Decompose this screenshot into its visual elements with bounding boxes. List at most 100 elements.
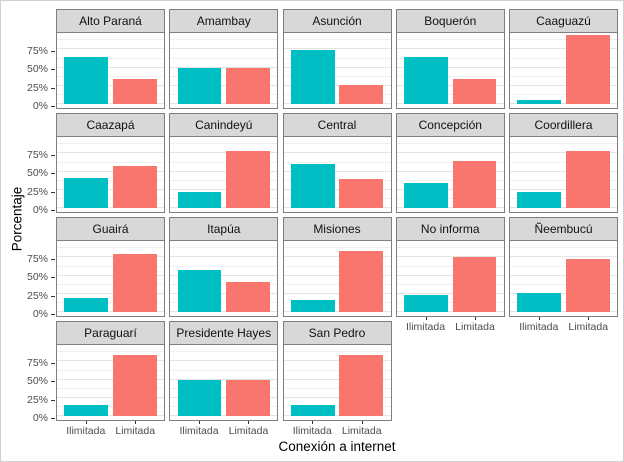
gridline-major	[396, 48, 504, 50]
gridline-minor	[170, 198, 278, 200]
facet-canindeyu: Canindeyú	[169, 113, 279, 213]
facet-panel	[282, 344, 392, 421]
x-axis-title: Conexión a internet	[278, 439, 396, 454]
gridline-minor	[283, 387, 391, 389]
gridline-major	[170, 293, 278, 294]
gridline-minor	[396, 143, 504, 145]
gridline-major	[57, 397, 164, 398]
facet-panel	[169, 240, 279, 317]
gridline-major	[396, 152, 504, 154]
gridline-minor	[510, 198, 617, 200]
gridline-minor	[283, 351, 391, 353]
y-tick-label: 0%	[32, 99, 48, 112]
x-tick-mark	[85, 421, 87, 424]
gridline-major	[170, 378, 278, 380]
gridline-minor	[57, 57, 164, 59]
y-tick-mark	[51, 381, 55, 383]
bar-limitada	[565, 35, 610, 105]
bar-limitada	[226, 151, 270, 209]
y-tick-label: 50%	[26, 63, 48, 76]
facet-panel	[509, 32, 618, 109]
bar-limitada	[226, 281, 270, 313]
gridline-minor	[57, 265, 164, 267]
gridline-minor	[283, 161, 391, 163]
gridline-major	[283, 378, 391, 380]
bar-ilimitada	[64, 177, 109, 209]
bar-ilimitada	[404, 182, 448, 209]
bar-ilimitada	[290, 50, 335, 105]
gridline-minor	[396, 198, 504, 200]
bar-ilimitada	[517, 99, 562, 105]
y-tick-mark	[51, 313, 55, 315]
gridline-minor	[396, 161, 504, 163]
x-tick-mark	[474, 317, 476, 320]
gridline-major	[170, 170, 278, 172]
gridline-major	[170, 85, 278, 86]
gridline-major	[396, 103, 504, 105]
facet-strip-label: Alto Paraná	[56, 9, 165, 33]
gridline-major	[170, 189, 278, 190]
y-tick-mark	[51, 399, 55, 401]
gridline-minor	[283, 143, 391, 145]
y-tick-mark	[51, 209, 55, 211]
gridline-major	[170, 415, 278, 417]
gridline-minor	[57, 39, 164, 41]
y-tick-mark	[51, 295, 55, 297]
facet-panel	[282, 136, 392, 213]
gridline-major	[170, 256, 278, 258]
gridline-major	[170, 207, 278, 209]
x-tick-mark	[538, 317, 540, 320]
gridline-minor	[170, 94, 278, 96]
gridline-minor	[396, 57, 504, 59]
facet-amambay: Amambay	[169, 9, 279, 109]
bar-ilimitada	[290, 299, 335, 313]
bar-limitada	[112, 165, 157, 209]
gridline-major	[283, 360, 391, 362]
gridline-minor	[396, 283, 504, 285]
bar-limitada	[339, 85, 384, 105]
gridline-major	[170, 311, 278, 313]
gridline-major	[283, 85, 391, 86]
gridline-minor	[57, 94, 164, 96]
gridline-major	[396, 274, 504, 276]
gridline-major	[510, 293, 617, 294]
gridline-minor	[283, 179, 391, 181]
gridline-major	[57, 293, 164, 294]
facet-strip-label: Itapúa	[169, 217, 279, 241]
gridline-minor	[57, 406, 164, 408]
gridline-major	[57, 360, 164, 362]
facet-panel	[395, 32, 505, 109]
gridline-major	[283, 48, 391, 50]
bar-ilimitada	[64, 56, 109, 105]
gridline-major	[170, 66, 278, 68]
y-tick-mark	[51, 258, 55, 260]
facet-strip-label: Caazapá	[56, 113, 165, 137]
facet-strip-label: Presidente Hayes	[169, 321, 279, 345]
gridline-major	[170, 152, 278, 154]
gridline-minor	[170, 302, 278, 304]
facet-san-pedro: San Pedro	[282, 321, 392, 421]
facet-neembucu: Ñeembucú	[509, 217, 618, 317]
facet-alto-parana: Alto Paraná	[56, 9, 165, 109]
gridline-minor	[510, 39, 617, 41]
facet-caazapa: Caazapá	[56, 113, 165, 213]
y-tick-label: 50%	[26, 167, 48, 180]
gridline-major	[283, 293, 391, 294]
gridline-major	[510, 85, 617, 86]
facet-boqueron: Boquerón	[395, 9, 505, 109]
y-tick-label: 75%	[26, 44, 48, 57]
y-tick-label: 0%	[32, 307, 48, 320]
y-tick-mark	[51, 154, 55, 156]
bar-limitada	[452, 78, 497, 105]
gridline-minor	[57, 302, 164, 304]
x-tick-label: Limitada	[115, 425, 156, 437]
gridline-minor	[57, 283, 164, 285]
gridline-minor	[57, 143, 164, 145]
gridline-minor	[510, 265, 617, 267]
bar-limitada	[226, 67, 270, 105]
gridline-major	[283, 207, 391, 209]
gridline-major	[283, 152, 391, 154]
x-tick-mark	[248, 421, 250, 424]
facet-panel	[509, 136, 618, 213]
gridline-major	[57, 256, 164, 258]
